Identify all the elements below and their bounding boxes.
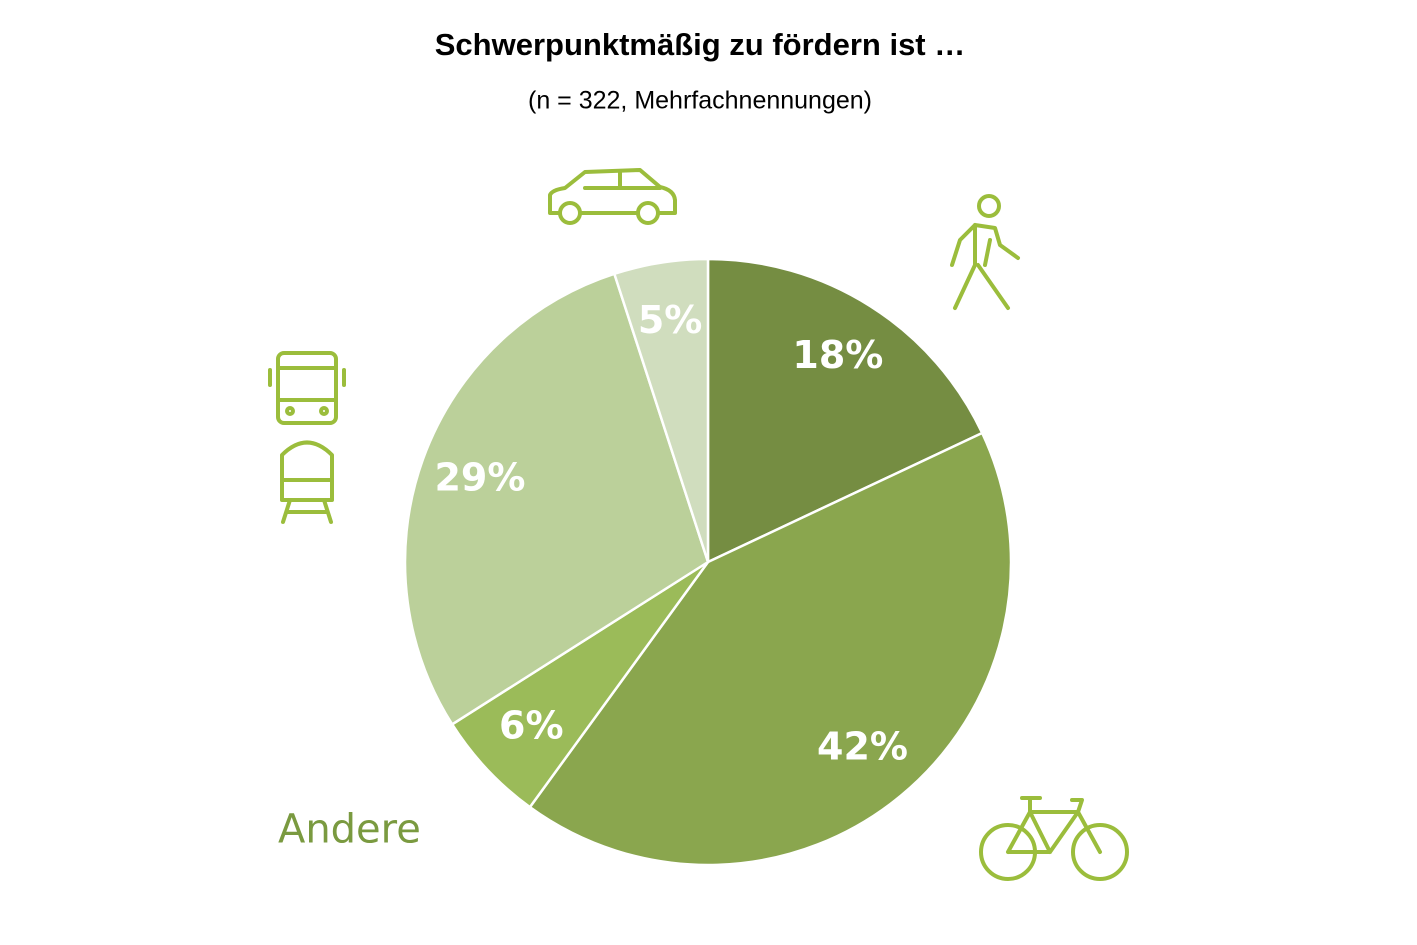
pie-slice: [612, 257, 710, 563]
pie-slice: [528, 431, 1013, 867]
pedestrian-icon: [950, 194, 1020, 310]
bus-icon: [268, 351, 346, 425]
chart-subtitle: (n = 322, Mehrfachnennungen): [528, 87, 872, 115]
bicycle-icon: [979, 796, 1129, 881]
chart-title: Schwerpunktmäßig zu fördern ist …: [435, 27, 966, 62]
data-label: 29%: [434, 455, 525, 499]
train-icon: [280, 440, 334, 524]
data-label: 6%: [499, 703, 564, 747]
data-label: 5%: [638, 298, 703, 342]
pie-slice: [403, 272, 710, 727]
pie-slice: [706, 257, 984, 564]
car-icon: [548, 168, 677, 225]
data-label: 18%: [792, 333, 883, 377]
category-label: Andere: [278, 807, 421, 853]
data-label: 42%: [817, 724, 908, 768]
